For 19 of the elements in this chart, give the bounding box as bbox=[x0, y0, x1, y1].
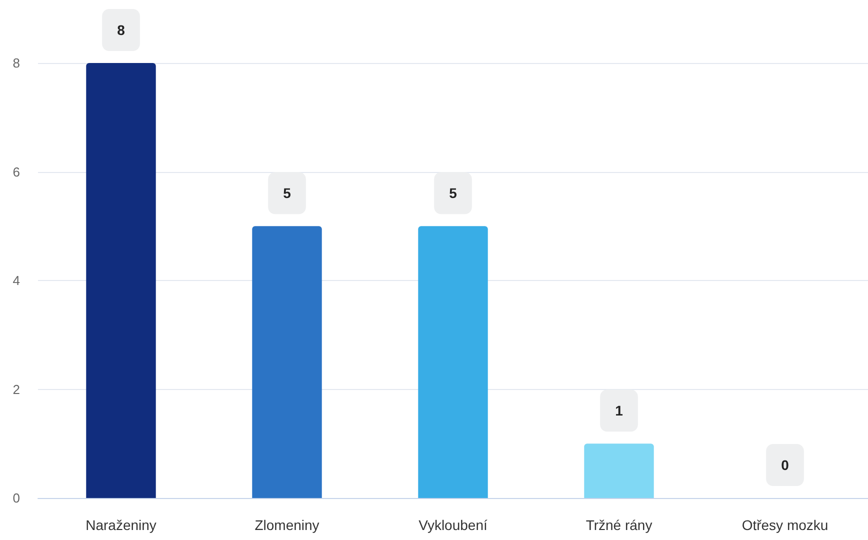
y-tick-label: 4 bbox=[12, 273, 20, 288]
data-label: 8 bbox=[117, 22, 126, 38]
x-tick-label: Zlomeniny bbox=[254, 517, 320, 533]
bar bbox=[252, 226, 322, 498]
y-tick-label: 2 bbox=[12, 382, 20, 397]
x-tick-label: Vykloubení bbox=[418, 517, 488, 533]
data-label: 0 bbox=[781, 457, 790, 473]
y-tick-label: 0 bbox=[12, 490, 20, 506]
bar bbox=[86, 63, 156, 498]
bar bbox=[418, 226, 488, 498]
data-label: 5 bbox=[449, 185, 458, 202]
x-tick-label: Otřesy mozku bbox=[742, 517, 828, 533]
x-tick-label: Tržné rány bbox=[586, 517, 652, 533]
bar bbox=[584, 444, 654, 498]
y-tick-label: 8 bbox=[12, 56, 20, 70]
data-label: 1 bbox=[615, 402, 624, 419]
y-tick-label: 6 bbox=[12, 164, 20, 180]
x-tick-label: Naraženiny bbox=[86, 517, 156, 533]
data-label: 5 bbox=[283, 185, 292, 202]
